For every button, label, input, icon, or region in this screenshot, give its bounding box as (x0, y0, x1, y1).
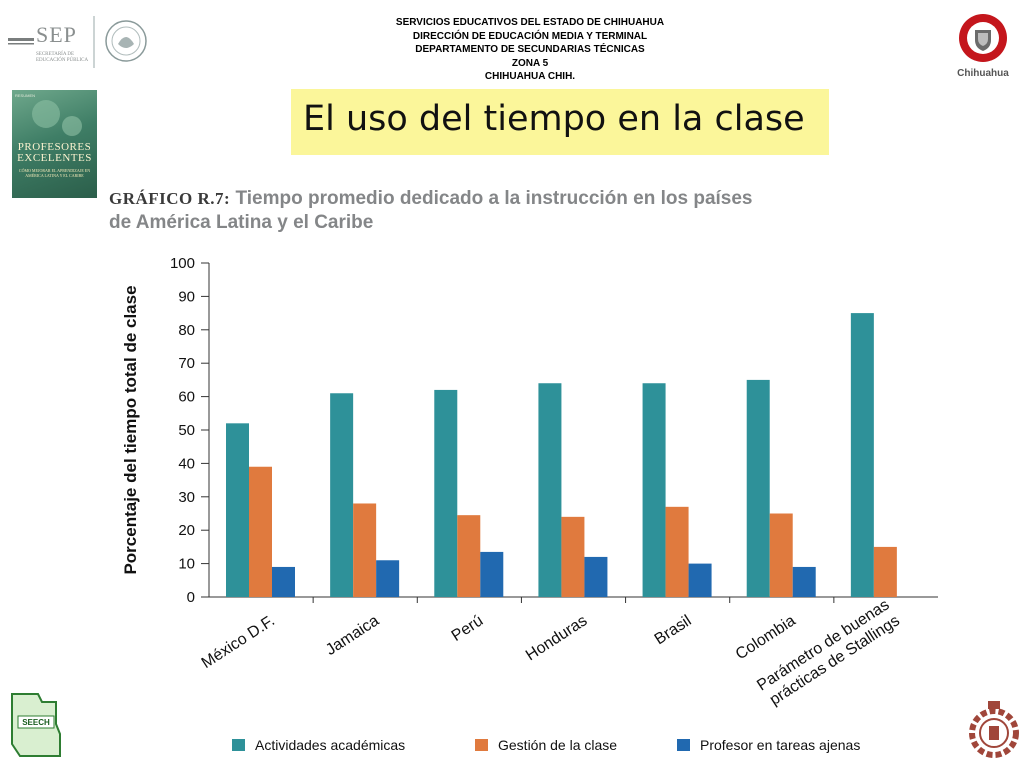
slide-title: El uso del tiempo en la clase (303, 99, 805, 139)
y-tick-label: 30 (178, 489, 195, 506)
x-tick-label: Jamaica (323, 612, 382, 659)
legend-swatch (475, 739, 488, 751)
seech-logo-text: SEECH (22, 718, 50, 727)
sep-sub-line: EDUCACIÓN PÚBLICA (36, 58, 89, 63)
chihuahua-logo (953, 6, 1013, 90)
bar (642, 383, 666, 597)
seech-logo: SEECH (8, 690, 62, 760)
bar (792, 566, 816, 597)
legend-swatch (232, 739, 245, 751)
legend-label: Gestión de la clase (498, 737, 617, 753)
book-title: PROFESORES EXCELENTES (12, 142, 97, 164)
chart-heading-text: Tiempo promedio dedicado a la instrucció… (230, 188, 753, 209)
gear-logo (968, 697, 1020, 763)
bar (480, 551, 504, 597)
header-line: DEPARTAMENTO DE SECUNDARIAS TÉCNICAS (415, 44, 645, 55)
legend-label: Actividades académicas (255, 737, 405, 753)
header-line: ZONA 5 (511, 57, 549, 69)
x-tick-label: Honduras (523, 612, 590, 664)
bar (561, 516, 585, 597)
y-tick-label: 10 (178, 556, 195, 573)
sep-logo-text: SEP (36, 22, 77, 47)
bar (665, 506, 689, 597)
header-line: SERVICIOS EDUCATIVOS DEL ESTADO DE CHIHU… (395, 17, 665, 28)
institution-header: SERVICIOS EDUCATIVOS DEL ESTADO DE CHIHU… (300, 16, 760, 84)
y-tick-label: 60 (178, 389, 195, 406)
bar (584, 556, 608, 597)
bar (457, 515, 481, 597)
bar (746, 379, 770, 597)
book-cover-image: RESUMEN PROFESORES EXCELENTES CÓMO MEJOR… (12, 90, 97, 198)
book-title-line: PROFESORES (17, 141, 92, 153)
bar (376, 560, 400, 597)
y-tick-label: 90 (178, 288, 195, 305)
chihuahua-logo-text: Chihuahua (957, 68, 1009, 79)
slide-title-box: El uso del tiempo en la clase (291, 89, 829, 155)
x-tick-label: Colombia (733, 612, 799, 663)
sep-logo-subtitle: SECRETARÍA DE EDUCACIÓN PÚBLICA (36, 52, 88, 64)
book-top-text: RESUMEN (15, 93, 36, 98)
chart-heading-text-2: de América Latina y el Caribe (109, 212, 374, 233)
x-tick-label: Brasil (652, 612, 695, 648)
chart-heading: GRÁFICO R.7: Tiempo promedio dedicado a … (109, 187, 909, 235)
legend-swatch (677, 739, 690, 751)
book-title-line: EXCELENTES (17, 152, 92, 164)
y-tick-label: 20 (178, 522, 195, 539)
header-line: DIRECCIÓN DE EDUCACIÓN MEDIA Y TERMINAL (412, 30, 648, 42)
bar (873, 546, 897, 597)
legend-label: Profesor en tareas ajenas (700, 737, 860, 753)
x-tick-label: México D.F. (199, 612, 278, 672)
y-axis-label: Porcentaje del tiempo total de clase (121, 285, 140, 574)
sep-sub-line: SECRETARÍA DE (36, 52, 75, 57)
bar (769, 513, 793, 597)
book-subtitle: CÓMO MEJORAR EL APRENDIZAJE EN AMÉRICA L… (18, 168, 91, 178)
sep-logo (8, 14, 148, 72)
bar (538, 383, 562, 597)
bar (688, 563, 712, 597)
bar (434, 389, 458, 597)
bar (249, 466, 272, 597)
y-tick-label: 50 (178, 422, 195, 439)
bar (226, 423, 249, 597)
y-tick-label: 0 (187, 589, 195, 606)
y-tick-label: 100 (170, 255, 195, 272)
bar (330, 393, 354, 597)
x-tick-label: Perú (449, 612, 487, 645)
y-tick-label: 40 (178, 455, 195, 472)
bar (272, 566, 295, 597)
bar (850, 313, 874, 597)
y-tick-label: 80 (178, 322, 195, 339)
bar (353, 503, 377, 597)
chart-heading-label: GRÁFICO R.7: (109, 189, 231, 208)
y-tick-label: 70 (178, 355, 195, 372)
header-line: CHIHUAHUA CHIH. (484, 71, 576, 82)
x-tick-label: Parámetro de buenasprácticas de Stalling… (754, 596, 903, 710)
